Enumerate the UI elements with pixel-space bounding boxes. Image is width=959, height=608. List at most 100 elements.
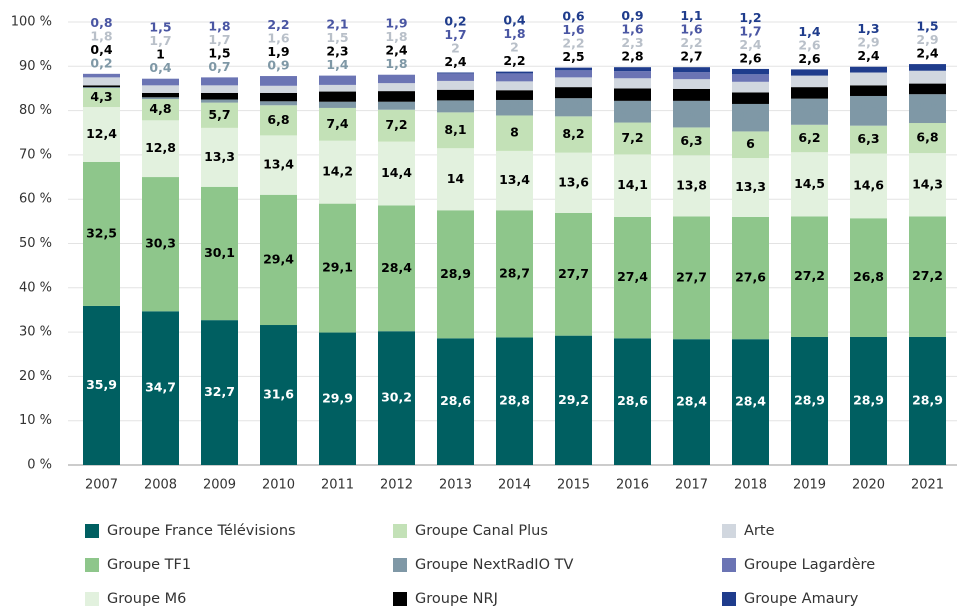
bar-segment bbox=[142, 311, 179, 465]
bar-segment bbox=[732, 81, 769, 93]
bar-segment bbox=[83, 88, 120, 108]
bar-segment bbox=[791, 336, 828, 465]
bar-segment bbox=[437, 100, 474, 113]
value-label: 2,4 bbox=[385, 43, 407, 58]
bar-segment bbox=[909, 64, 946, 71]
value-label: 2,2 bbox=[267, 17, 289, 32]
value-label: 27,2 bbox=[912, 268, 943, 283]
value-label: 2,2 bbox=[562, 36, 584, 51]
value-label: 2,2 bbox=[680, 35, 702, 50]
value-label: 2,9 bbox=[916, 32, 938, 47]
bar-segment bbox=[791, 87, 828, 99]
legend-label: Groupe France Télévisions bbox=[107, 523, 296, 539]
bar-segment bbox=[496, 90, 533, 100]
value-label: 1,8 bbox=[90, 28, 112, 43]
bar-segment bbox=[437, 89, 474, 101]
value-label: 2,4 bbox=[916, 46, 938, 61]
value-label: 4,1 bbox=[562, 99, 584, 114]
value-label: 1,8 bbox=[385, 29, 407, 44]
value-label: 4,3 bbox=[90, 89, 112, 104]
value-label: 2,7 bbox=[444, 98, 466, 113]
y-tick-label: 60 % bbox=[19, 192, 52, 207]
value-label: 28,4 bbox=[676, 394, 707, 409]
bar-segment bbox=[909, 336, 946, 465]
bar-segment bbox=[673, 88, 710, 101]
bar-segment bbox=[83, 87, 120, 89]
value-label: 28,6 bbox=[440, 393, 471, 408]
value-label: 2,8 bbox=[621, 49, 643, 64]
bar-segment bbox=[850, 72, 887, 86]
bar-segment bbox=[673, 155, 710, 217]
bar-segment bbox=[614, 154, 651, 217]
value-label: 2,6 bbox=[798, 37, 820, 52]
value-label: 27,2 bbox=[794, 268, 825, 283]
value-label: 12,4 bbox=[86, 126, 117, 141]
bar-segment bbox=[260, 325, 297, 465]
bar-segment bbox=[83, 305, 120, 465]
legend-label: Groupe Canal Plus bbox=[415, 523, 548, 539]
bar-segment bbox=[614, 88, 651, 101]
bar-segment bbox=[555, 335, 592, 465]
bar-segment bbox=[437, 338, 474, 465]
bar-segment bbox=[319, 107, 356, 141]
bar-segment bbox=[142, 97, 179, 100]
value-label: 6,3 bbox=[857, 131, 879, 146]
x-tick-label: 2008 bbox=[144, 478, 177, 493]
legend-swatch bbox=[85, 524, 99, 538]
value-label: 13,6 bbox=[558, 174, 589, 189]
bar-segment bbox=[673, 79, 710, 89]
value-label: 0,6 bbox=[562, 9, 584, 24]
value-label: 28,4 bbox=[735, 394, 766, 409]
bar-segment bbox=[496, 99, 533, 116]
value-label: 6,5 bbox=[916, 100, 938, 115]
bar-segment bbox=[673, 67, 710, 73]
value-label: 1,6 bbox=[267, 31, 289, 46]
bar-segment bbox=[614, 71, 651, 79]
bar-segment bbox=[673, 339, 710, 465]
value-label: 1,7 bbox=[444, 27, 466, 42]
bar-segment bbox=[378, 74, 415, 84]
value-label: 1,6 bbox=[680, 22, 702, 37]
value-label: 27,4 bbox=[617, 269, 648, 284]
value-label: 1,4 bbox=[798, 24, 820, 39]
value-label: 0,4 bbox=[503, 13, 525, 28]
value-label: 30,3 bbox=[145, 236, 176, 251]
bar-segment bbox=[555, 70, 592, 78]
value-label: 3,5 bbox=[503, 99, 525, 114]
value-label: 2 bbox=[451, 41, 460, 56]
value-label: 8,2 bbox=[562, 126, 584, 141]
bar-segment bbox=[142, 85, 179, 93]
bar-segment bbox=[496, 210, 533, 338]
bar-segment bbox=[83, 107, 120, 162]
value-label: 8,1 bbox=[444, 122, 466, 137]
bar-segment bbox=[378, 101, 415, 110]
value-label: 14,4 bbox=[381, 165, 412, 180]
bar-segment bbox=[732, 74, 769, 82]
legend-swatch bbox=[85, 592, 99, 606]
x-tick-label: 2011 bbox=[321, 478, 354, 493]
bar-segment bbox=[791, 152, 828, 217]
value-label: 1,7 bbox=[208, 32, 230, 47]
value-label: 5,9 bbox=[798, 103, 820, 118]
bar-segment bbox=[201, 186, 238, 321]
value-label: 1,6 bbox=[621, 22, 643, 37]
x-tick-label: 2010 bbox=[262, 478, 295, 493]
value-label: 30,1 bbox=[204, 245, 235, 260]
value-label: 0,4 bbox=[149, 60, 171, 75]
bar-segment bbox=[496, 150, 533, 211]
bar-segment bbox=[850, 95, 887, 126]
x-tick-label: 2021 bbox=[911, 478, 944, 493]
bar-segment bbox=[909, 123, 946, 154]
x-tick-label: 2007 bbox=[85, 478, 118, 493]
bar-segment bbox=[83, 85, 120, 88]
value-label: 29,1 bbox=[322, 260, 353, 275]
value-label: 8 bbox=[510, 125, 519, 140]
value-label: 28,6 bbox=[617, 393, 648, 408]
value-label: 1 bbox=[156, 47, 165, 62]
value-label: 14,6 bbox=[853, 177, 884, 192]
value-label: 35,9 bbox=[86, 377, 117, 392]
bar-segment bbox=[378, 109, 415, 142]
value-label: 14 bbox=[447, 171, 465, 186]
bar-segment bbox=[555, 116, 592, 153]
value-label: 2,4 bbox=[857, 48, 879, 63]
